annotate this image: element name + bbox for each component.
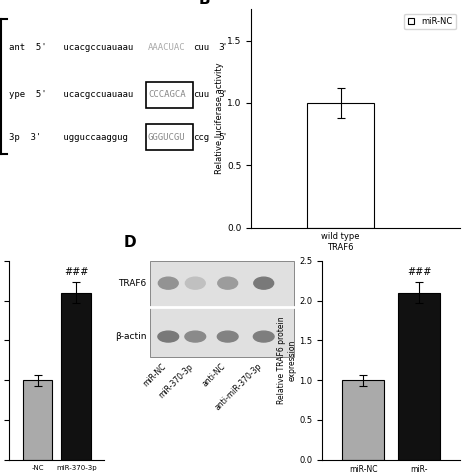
Text: 3p  3': 3p 3'	[9, 133, 41, 142]
Text: β-actin: β-actin	[115, 332, 146, 341]
Text: CCCAGCA: CCCAGCA	[148, 91, 185, 99]
Ellipse shape	[185, 277, 205, 289]
Text: anti-miR-370-3p: anti-miR-370-3p	[213, 362, 264, 412]
Text: ucacgccuauaau: ucacgccuauaau	[58, 91, 133, 99]
Text: B: B	[199, 0, 211, 7]
Text: anti-NC: anti-NC	[201, 362, 228, 388]
Text: miR-NC: miR-NC	[142, 362, 168, 388]
Ellipse shape	[218, 331, 238, 342]
Bar	[23, 380, 52, 460]
Text: 3': 3'	[219, 43, 227, 52]
Ellipse shape	[254, 331, 274, 342]
Bar	[398, 292, 440, 460]
Text: miR-370-3p: miR-370-3p	[157, 362, 195, 400]
Ellipse shape	[185, 331, 206, 342]
Bar	[307, 103, 374, 228]
Text: 3': 3'	[219, 91, 227, 99]
Text: cuu: cuu	[193, 91, 210, 99]
Bar	[62, 292, 91, 460]
Legend: miR-NC: miR-NC	[404, 14, 456, 29]
Text: 5': 5'	[219, 133, 227, 142]
Text: ant  5': ant 5'	[9, 43, 47, 52]
Text: AAACUAC: AAACUAC	[148, 43, 185, 52]
Text: GGGUCGU: GGGUCGU	[148, 133, 185, 142]
Text: ###: ###	[64, 267, 88, 277]
Ellipse shape	[218, 277, 237, 289]
Ellipse shape	[158, 277, 178, 289]
Text: ype  5': ype 5'	[9, 91, 47, 99]
Text: ccg: ccg	[193, 133, 210, 142]
FancyBboxPatch shape	[150, 261, 294, 357]
Ellipse shape	[254, 277, 273, 289]
Text: TRAF6: TRAF6	[118, 279, 146, 288]
Y-axis label: Relative TRAF6 protein
expression: Relative TRAF6 protein expression	[277, 317, 297, 404]
Text: ugguccaaggug: ugguccaaggug	[58, 133, 128, 142]
Text: ###: ###	[407, 267, 431, 277]
Bar	[342, 380, 384, 460]
Text: cuu: cuu	[193, 43, 210, 52]
Text: ucacgccuauaau: ucacgccuauaau	[58, 43, 133, 52]
Y-axis label: Relative luciferase activity: Relative luciferase activity	[215, 63, 224, 174]
Ellipse shape	[158, 331, 179, 342]
Text: D: D	[123, 235, 136, 250]
